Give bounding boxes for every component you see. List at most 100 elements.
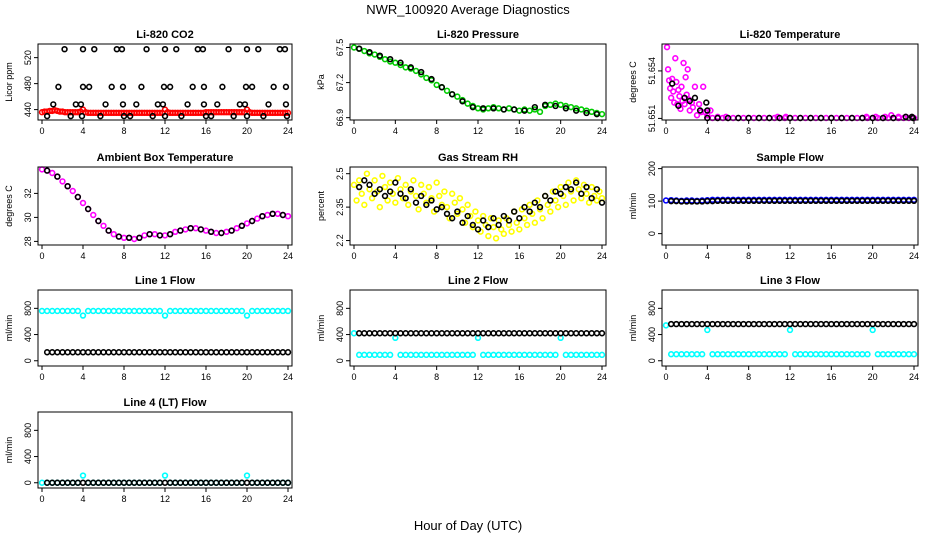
data-point [192, 307, 199, 315]
data-point [521, 203, 528, 211]
data-point [355, 183, 363, 191]
data-point [843, 351, 851, 358]
data-point [760, 320, 768, 328]
data-point [207, 349, 215, 356]
data-point [110, 231, 117, 238]
data-point [464, 212, 471, 220]
data-point [879, 197, 887, 205]
data-point [704, 326, 711, 334]
data-point [683, 351, 690, 358]
data-point [177, 307, 184, 315]
data-point [423, 351, 430, 359]
data-point [223, 307, 230, 315]
data-point [536, 330, 544, 337]
panel-7: Line 2 Flow 0 4 8 12 16 20 24 0 400 800 ml/min [316, 275, 607, 382]
x-tick-label: 4 [80, 251, 85, 261]
data-point [812, 351, 820, 358]
data-point [79, 199, 87, 207]
data-point [136, 349, 143, 356]
x-tick-label: 24 [909, 372, 919, 382]
data-point [791, 351, 799, 358]
data-point [72, 101, 80, 108]
panel-title: Sample Flow [756, 152, 824, 164]
data-point [593, 330, 601, 337]
data-point [371, 190, 378, 197]
data-point [578, 330, 585, 337]
data-point [572, 177, 580, 184]
data-point [895, 197, 902, 205]
data-point [423, 199, 430, 206]
data-point [138, 83, 145, 91]
y-axis-label: degrees C [628, 61, 638, 103]
data-point [698, 198, 706, 205]
x-tick-label: 24 [283, 126, 293, 136]
data-point [683, 198, 690, 205]
data-point [848, 320, 856, 328]
data-point [523, 221, 531, 229]
data-point [371, 351, 378, 359]
data-point [49, 479, 56, 486]
data-point [120, 307, 128, 315]
data-point [355, 351, 363, 359]
data-point [126, 112, 134, 120]
data-point [79, 312, 87, 319]
data-point [464, 351, 471, 359]
data-point [207, 307, 215, 315]
data-point [120, 349, 128, 356]
data-point [59, 479, 66, 486]
data-point [869, 320, 876, 328]
x-tick-label: 12 [785, 251, 795, 261]
data-point [50, 101, 57, 108]
data-point [838, 351, 845, 358]
x-tick-label: 24 [909, 251, 919, 261]
data-point [719, 351, 727, 358]
y-tick-label: 400 [335, 327, 345, 342]
y-tick-label: 800 [23, 301, 33, 316]
x-tick-label: 16 [514, 372, 524, 382]
y-tick-label: 0 [23, 480, 33, 485]
data-point [485, 232, 492, 240]
data-point [766, 351, 773, 358]
panel-title: Line 1 Flow [135, 275, 195, 287]
data-point [85, 83, 93, 91]
data-point [663, 43, 671, 51]
data-point [281, 45, 289, 53]
data-point [182, 479, 189, 486]
data-point [786, 320, 794, 328]
data-point [386, 351, 394, 359]
data-point [683, 320, 690, 328]
data-point [547, 208, 554, 215]
data-point [284, 479, 292, 486]
data-point [433, 206, 440, 213]
panel-9: Line 4 (LT) Flow 0 4 8 12 16 20 24 0 400 800 ml/min [4, 397, 293, 504]
data-point [368, 195, 376, 202]
data-point [443, 330, 451, 337]
data-point [74, 349, 82, 356]
data-point [108, 83, 115, 91]
data-point [64, 479, 71, 486]
data-point [417, 71, 425, 78]
data-point [693, 351, 701, 358]
data-point [817, 351, 825, 358]
data-point [459, 219, 466, 226]
data-point [750, 197, 758, 205]
data-point [84, 479, 92, 486]
data-point [151, 307, 158, 315]
x-tick-label: 12 [160, 251, 170, 261]
data-point [161, 112, 169, 120]
y-tick-label: 400 [23, 449, 33, 464]
data-point [386, 330, 394, 337]
data-point [207, 479, 215, 486]
data-point [672, 55, 679, 62]
data-point [802, 320, 809, 328]
data-point [567, 188, 575, 195]
data-point [505, 330, 513, 337]
data-point [417, 330, 425, 337]
x-tick-label: 24 [283, 251, 293, 261]
data-point [254, 215, 261, 222]
data-point [412, 192, 420, 200]
data-point [69, 307, 76, 315]
data-point [735, 197, 742, 205]
data-point [662, 197, 670, 204]
